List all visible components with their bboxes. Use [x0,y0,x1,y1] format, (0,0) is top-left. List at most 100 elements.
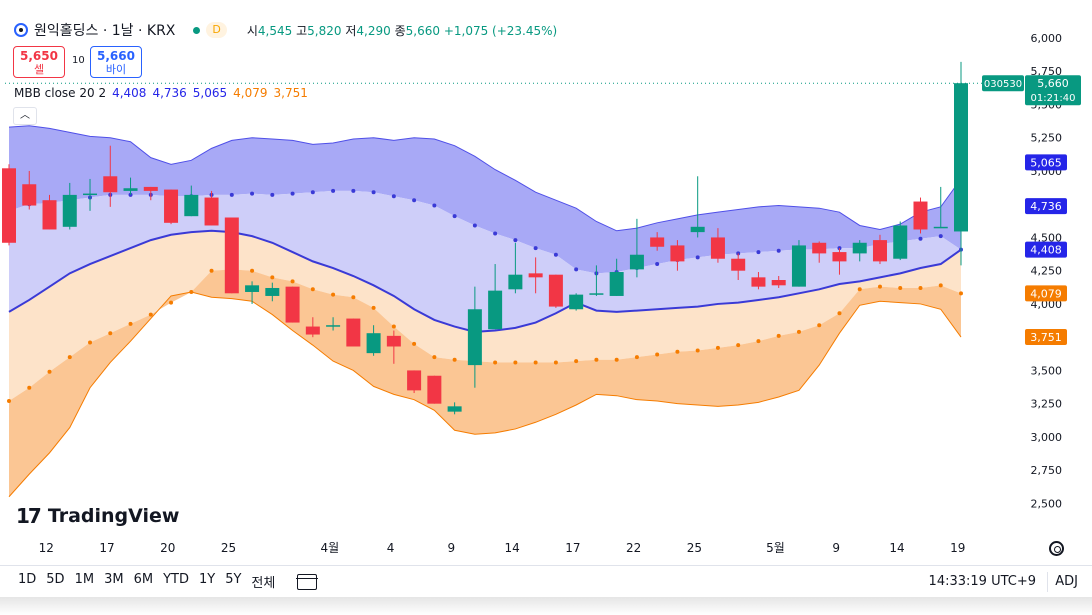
candle-body [326,325,341,327]
band-tag-label: 4,408 [1030,244,1062,257]
chevron-up-icon[interactable]: ︿ [13,107,37,125]
range-button[interactable]: 5Y [225,572,242,587]
lower-dot [209,268,214,273]
candle [954,61,968,266]
ohlc-readout: 시4,545 고5,820 저4,290 종5,660 +1,075 (+23.… [246,23,558,38]
lower-dot [614,357,619,362]
range-button[interactable]: 1D [18,572,37,587]
lower-dot [432,355,437,360]
buy-button[interactable]: 5,660 바이 [90,46,142,78]
upper-dot [574,267,579,272]
lower-dot [513,360,518,365]
candle-body [143,186,158,191]
candle-body [62,194,77,227]
time-tick-label: 14 [889,541,904,555]
upper-dot [412,198,417,203]
lower-dot [128,321,133,326]
adj-toggle[interactable]: ADJ [1055,574,1078,589]
candle [62,182,77,230]
gear-icon[interactable] [1049,541,1064,556]
range-button[interactable]: 3M [104,572,124,587]
candle-body [407,370,422,391]
inner-lower-fill [9,230,961,402]
sell-price: 5,650 [20,49,58,63]
candle [812,241,827,263]
candle-body [569,294,584,310]
lower-dot [898,285,903,290]
upper-dot [776,248,781,253]
indicator-legend[interactable]: MBB close 20 2 4,408 4,736 5,065 4,079 3… [14,86,308,100]
symbol-header[interactable]: 원익홀딩스 · 1날 · KRX D 시4,545 고5,820 저4,290 … [14,20,557,40]
band-tag-label: 4,736 [1030,200,1062,213]
middle-band-line [8,229,962,333]
toolbar-divider [1047,572,1048,592]
candle-body [265,287,280,296]
lower-dot [634,355,639,360]
candle-body [22,184,37,206]
spread-value: 10 [72,55,85,66]
candle-body [812,242,827,254]
band-tag-bg [1025,198,1067,215]
candle-body [731,258,746,271]
range-button[interactable]: 1Y [198,572,216,587]
band-tag-label: 4,079 [1030,287,1062,300]
candle-body [488,290,503,330]
candle [184,185,199,217]
range-button[interactable]: 1M [74,572,95,587]
time-tick-label: 25 [221,541,236,555]
candle [407,370,422,394]
time-tick-label: 20 [160,541,175,555]
lower-dot [7,399,11,404]
upper-dot [290,191,295,196]
lower-dot [736,343,741,348]
lower-dot [817,323,822,328]
bottom-toolbar: 1D 5D 1M 3M 6M YTD 1Y 5Y 전체 14:33:19 UTC+9 ADJ [0,565,1092,597]
candle [690,176,705,238]
candle-body [427,375,442,404]
price-tick-label: 2,750 [1031,464,1063,477]
candle-body [832,252,847,262]
candle-body [285,286,300,323]
range-button[interactable]: 5D [46,572,65,587]
candle [650,232,665,251]
symbol-tag-bg [982,75,1024,92]
sell-button[interactable]: 5,650 셀 [13,46,65,78]
upper-dot [371,190,376,195]
upper-dot [432,203,437,208]
candle [710,228,725,263]
upper-dot [655,262,660,267]
candle [508,242,523,294]
range-button[interactable]: YTD [163,572,189,587]
candle-body [670,245,685,262]
time-tick-label: 9 [832,541,840,555]
clock-readout[interactable]: 14:33:19 UTC+9 [928,574,1036,589]
candle-body [386,335,401,347]
candle [224,217,239,294]
inner-upper-fill [9,190,961,332]
calendar-icon[interactable] [296,573,319,590]
symbol-logo-icon [14,23,28,37]
candle-body [609,272,624,296]
time-tick-label: 14 [504,541,519,555]
candle [872,234,887,265]
candle [791,240,806,287]
symbol-title[interactable]: 원익홀딩스 · 1날 · KRX [34,23,176,39]
upper-dot [533,246,538,251]
range-buttons: 1D 5D 1M 3M 6M YTD 1Y 5Y 전체 [18,572,275,591]
candle-body [224,217,239,294]
tradingview-logo[interactable]: 17 TradingView [16,504,179,528]
candle-body [508,274,523,290]
candle [832,248,847,275]
upper-dot [310,190,315,195]
price-tick-label: 4,500 [1031,231,1063,244]
candles [2,61,968,415]
candle-body [690,226,705,233]
range-button[interactable]: 전체 [251,576,276,591]
lower-dot [796,329,801,334]
last-price-bg [1025,75,1081,106]
range-button[interactable]: 6M [133,572,154,587]
candle [609,258,624,296]
band-price-tag: 3,751 [1025,329,1067,346]
